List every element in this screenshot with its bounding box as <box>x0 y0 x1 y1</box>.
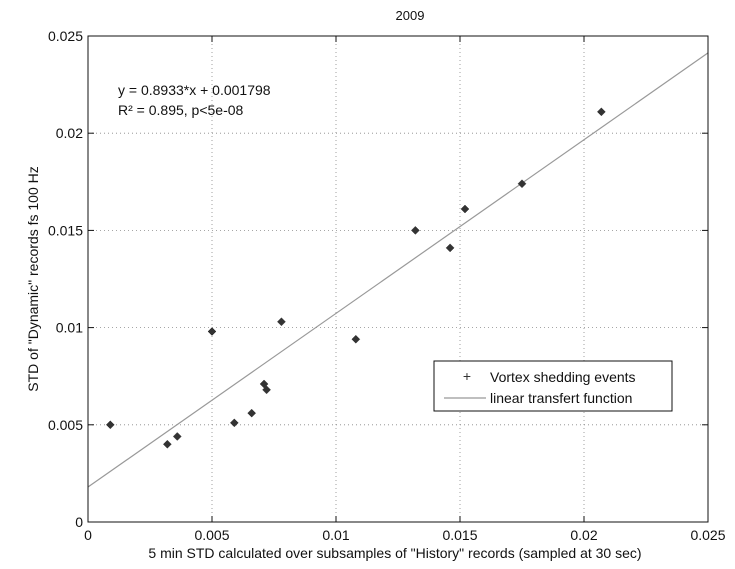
legend-box <box>433 360 673 412</box>
data-point <box>105 420 115 430</box>
y-axis-label: STD of "Dynamic" records fs 100 Hz <box>25 166 41 391</box>
y-tick-label: 0.015 <box>48 222 83 238</box>
data-point <box>172 432 182 441</box>
r-squared-text: R² = 0.895, p<5e-08 <box>118 102 244 118</box>
x-ticks: 0 0.005 0.01 0.015 0.02 0.025 <box>84 36 726 543</box>
x-tick-label: 0.02 <box>570 527 597 543</box>
x-tick-label: 0.025 <box>690 527 725 543</box>
data-point <box>517 179 527 189</box>
data-point <box>163 439 172 449</box>
x-axis-label: 5 min STD calculated over subsamples of … <box>148 545 641 561</box>
x-tick-label: 0.015 <box>442 527 477 543</box>
legend-marker-icon: + <box>463 368 471 384</box>
plot-frame <box>87 35 709 523</box>
data-point <box>277 317 286 327</box>
data-point <box>351 334 361 344</box>
data-points <box>105 107 606 449</box>
legend-label-vortex: Vortex shedding events <box>490 369 636 385</box>
legend-label-linear: linear transfert function <box>490 390 632 406</box>
data-point <box>229 418 239 428</box>
data-point <box>445 243 455 253</box>
x-tick-label: 0.01 <box>322 527 349 543</box>
y-ticks: 0 0.005 0.01 0.015 0.02 0.025 <box>48 28 708 530</box>
y-tick-label: 0 <box>75 514 83 530</box>
legend: + Vortex shedding events linear transfer… <box>433 360 673 412</box>
data-point <box>262 385 271 395</box>
data-point <box>207 327 217 336</box>
y-tick-label: 0.02 <box>56 125 83 141</box>
data-point <box>411 226 420 235</box>
data-point <box>597 107 606 117</box>
grid <box>88 36 708 522</box>
x-tick-label: 0 <box>84 527 92 543</box>
fit-line <box>87 52 709 488</box>
chart-title: 2009 <box>396 8 425 23</box>
y-tick-label: 0.01 <box>56 320 83 336</box>
y-tick-label: 0.005 <box>48 417 83 433</box>
data-point <box>460 204 470 214</box>
annotation: y = 0.8933*x + 0.001798 R² = 0.895, p<5e… <box>118 82 271 118</box>
x-tick-label: 0.005 <box>194 527 229 543</box>
data-point <box>247 408 257 418</box>
y-tick-label: 0.025 <box>48 28 83 44</box>
fit-line-group <box>87 52 709 488</box>
regression-equation: y = 0.8933*x + 0.001798 <box>118 82 271 98</box>
